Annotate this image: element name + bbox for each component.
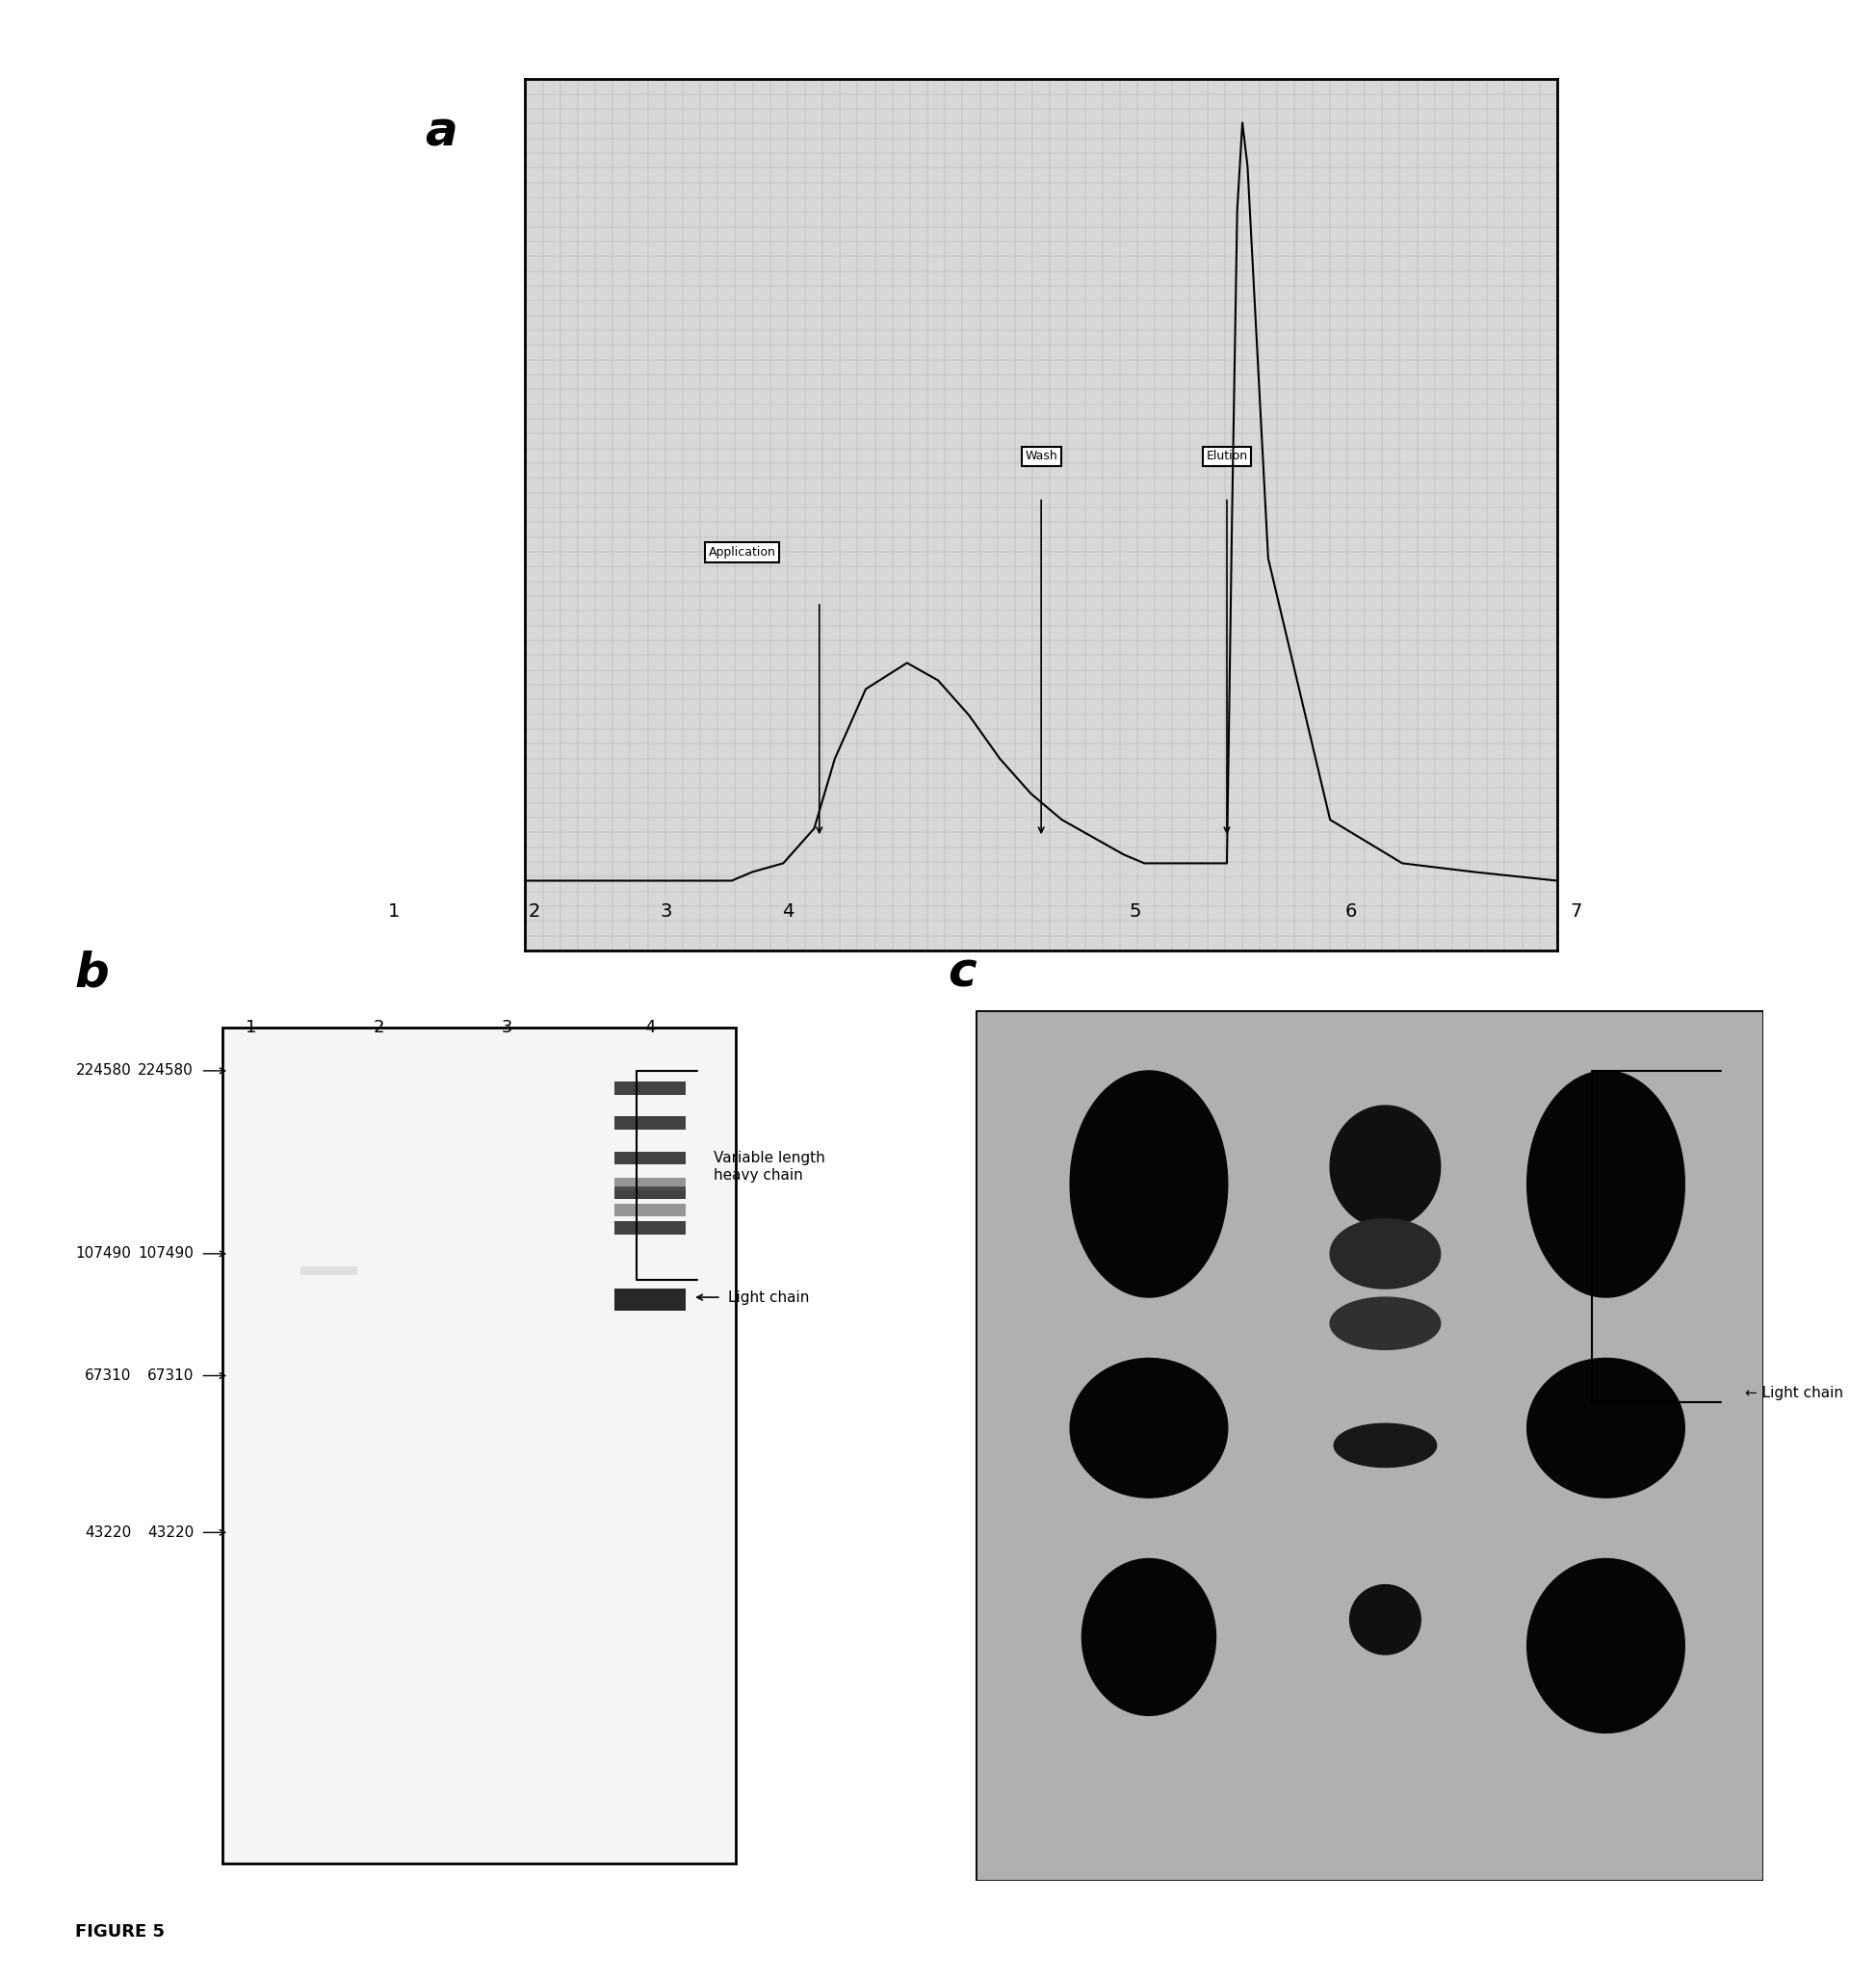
Text: 1: 1 [388,903,400,921]
Polygon shape [1527,1558,1685,1732]
Text: 224580: 224580 [75,1063,131,1077]
Text: Light chain: Light chain [728,1291,810,1305]
Text: 2: 2 [529,903,540,921]
Polygon shape [1069,1071,1227,1297]
Text: 43220: 43220 [84,1525,131,1540]
Bar [613,1289,685,1311]
Text: c: c [947,950,976,996]
Text: 6: 6 [1345,903,1356,921]
Text: 107490: 107490 [75,1247,131,1261]
Polygon shape [1330,1220,1441,1289]
Bar [613,1178,685,1190]
Polygon shape [1082,1558,1216,1715]
Text: 43220: 43220 [146,1525,193,1540]
Polygon shape [1334,1424,1437,1467]
Bar [300,1267,358,1275]
Text: Wash: Wash [1024,449,1058,463]
Text: 3: 3 [501,1018,512,1036]
Bar [613,1117,685,1129]
Bar [613,1152,685,1164]
Text: ← Light chain: ← Light chain [1745,1386,1842,1400]
Text: 1: 1 [246,1018,257,1036]
Bar [613,1204,685,1216]
Text: Elution: Elution [1206,449,1248,463]
Text: 107490: 107490 [137,1247,193,1261]
Polygon shape [1069,1358,1227,1497]
Text: 3: 3 [660,903,672,921]
Text: b: b [75,950,109,996]
Bar [221,1028,735,1863]
Text: 2: 2 [373,1018,385,1036]
Text: a: a [424,109,458,154]
Text: 67310: 67310 [84,1368,131,1382]
Polygon shape [1527,1071,1685,1297]
Polygon shape [1330,1297,1441,1350]
Bar [613,1222,685,1234]
Polygon shape [1351,1584,1420,1655]
Text: Variable length
heavy chain: Variable length heavy chain [715,1150,825,1182]
Text: 224580: 224580 [139,1063,193,1077]
Bar [613,1186,685,1200]
Text: 67310: 67310 [146,1368,193,1382]
Text: FIGURE 5: FIGURE 5 [75,1923,165,1940]
Text: 4: 4 [782,903,794,921]
Text: 4: 4 [643,1018,655,1036]
Text: 5: 5 [1129,903,1141,921]
Polygon shape [1527,1358,1685,1497]
Bar [613,1081,685,1095]
Text: Application: Application [709,546,775,558]
Text: 7: 7 [1570,903,1581,921]
Polygon shape [1330,1105,1441,1228]
